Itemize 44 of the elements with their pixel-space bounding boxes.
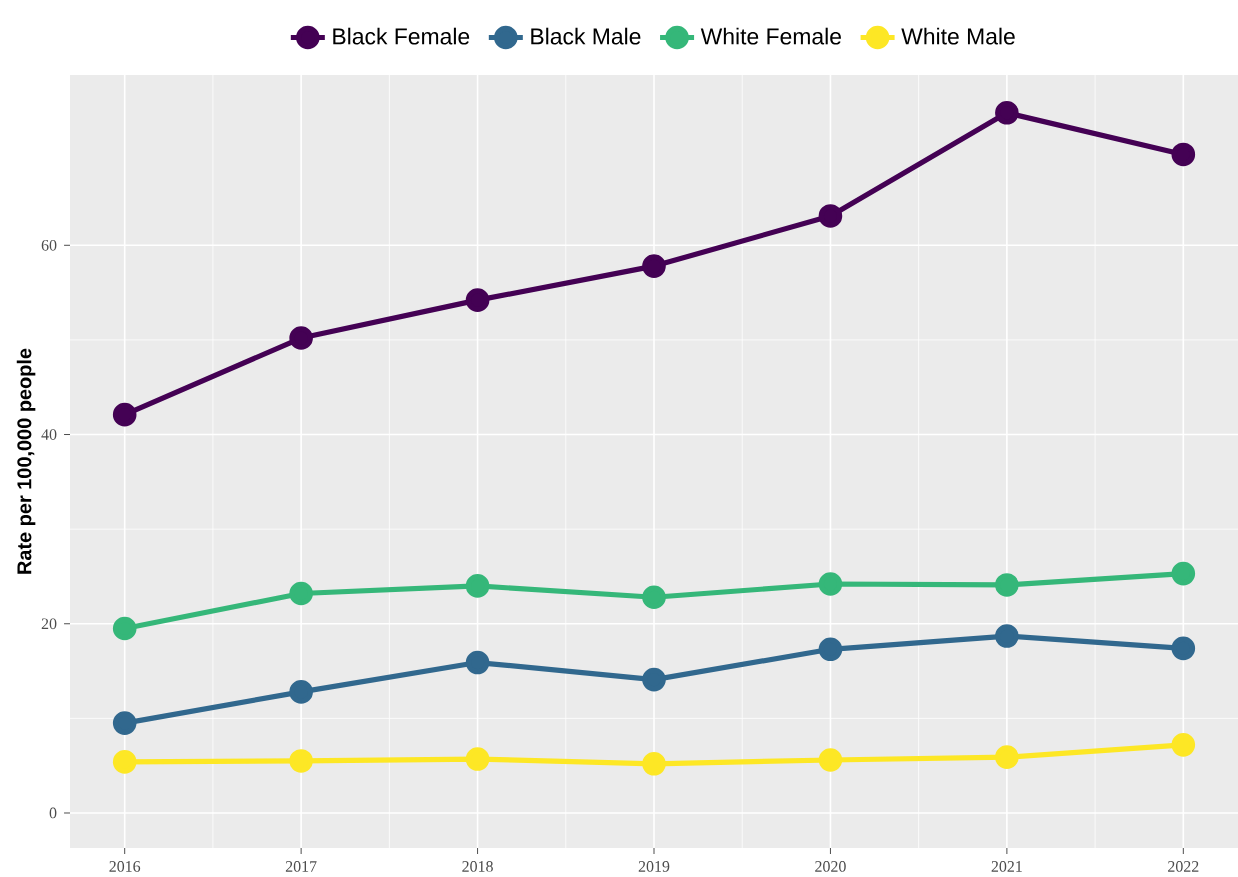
x-tick-label: 2016 (109, 861, 141, 872)
x-tick-label: 2022 (1168, 861, 1199, 872)
point (995, 573, 1019, 597)
x-tick-label: 2018 (462, 861, 493, 872)
point (465, 650, 490, 675)
point (1171, 733, 1196, 757)
point (465, 574, 490, 598)
x-tick-label: 2021 (991, 861, 1022, 872)
point (289, 326, 313, 350)
point (1171, 142, 1196, 167)
point (995, 745, 1019, 769)
point (818, 204, 843, 228)
y-tick-label: 40 (41, 429, 57, 440)
point (289, 581, 313, 606)
legend-label: Black Female (333, 27, 470, 45)
y-tick-label: 20 (41, 618, 57, 630)
y-tick-label: 0 (49, 807, 57, 819)
point (642, 585, 666, 610)
point (112, 402, 137, 427)
point (818, 637, 843, 662)
point (818, 572, 843, 596)
y-axis-title: Rate per 100,000 people (16, 348, 36, 574)
point (289, 680, 313, 704)
legend-label: White Male (901, 27, 1015, 45)
legend-label: White Female (700, 27, 841, 45)
point (112, 616, 137, 641)
point (1171, 561, 1196, 586)
x-tick-label: 2020 (815, 861, 846, 872)
point (642, 751, 666, 776)
y-tick-label: 60 (41, 239, 57, 251)
point (642, 667, 666, 692)
point (465, 288, 490, 312)
point (112, 711, 137, 735)
point (465, 747, 490, 771)
x-tick-label: 2019 (638, 861, 670, 872)
point (818, 748, 843, 772)
legend-label: Black Male (531, 27, 641, 45)
x-tick-label: 2017 (285, 861, 317, 872)
point (112, 750, 137, 774)
point (995, 624, 1019, 648)
point (995, 101, 1019, 125)
point (1171, 636, 1196, 661)
point (289, 749, 313, 773)
point (642, 254, 666, 278)
